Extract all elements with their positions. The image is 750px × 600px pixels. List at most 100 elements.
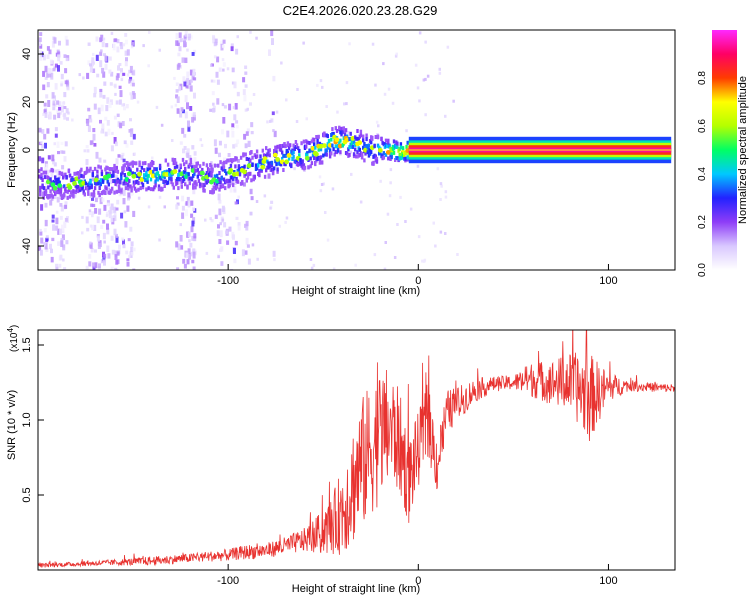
spectrogram-ridge-cell bbox=[211, 167, 214, 172]
spectrogram-noise-cell bbox=[114, 233, 118, 239]
spectrogram-ridge-cell bbox=[265, 146, 268, 151]
spectrogram-noise-cell bbox=[210, 79, 214, 83]
spectrogram-ridge-cell bbox=[197, 170, 201, 175]
spectrogram-ridge-cell bbox=[239, 181, 243, 186]
spectrogram-noise-cell bbox=[211, 91, 215, 96]
spectrogram-noise-cell bbox=[130, 45, 134, 49]
spectrogram-ridge-cell bbox=[105, 186, 108, 191]
spectrogram-ridge-cell bbox=[325, 152, 328, 157]
spectrogram-noise-cell bbox=[63, 221, 67, 229]
spectrogram-ridge-cell bbox=[143, 168, 146, 173]
spectrogram-ridge-cell bbox=[156, 177, 160, 182]
spectrogram-ridge-cell bbox=[68, 173, 72, 178]
spectrogram-ridge-cell bbox=[185, 160, 188, 165]
spectrogram-noise-cell bbox=[266, 120, 269, 124]
spectrogram-ridge-cell bbox=[51, 168, 55, 173]
spectrogram-ridge-cell bbox=[163, 184, 166, 188]
spectrogram-ridge-cell bbox=[90, 192, 93, 197]
spectrogram-ridge-cell bbox=[317, 134, 320, 139]
spectrogram-noise-cell bbox=[249, 188, 253, 195]
snr-y-tick-label: 1.5 bbox=[21, 337, 33, 352]
spectrogram-noise-cell bbox=[179, 223, 182, 227]
spectrogram-noise-cell bbox=[192, 114, 196, 121]
spectrogram-noise-cell bbox=[88, 254, 92, 259]
spectrogram-noise-cell bbox=[217, 255, 220, 259]
spectrogram-noise-cell bbox=[348, 42, 351, 46]
spectrogram-noise-cell bbox=[119, 122, 123, 129]
spectrogram-ridge-cell bbox=[126, 171, 132, 177]
spectrogram-noise-cell bbox=[218, 140, 222, 146]
spectrogram-ridge-cell bbox=[219, 160, 222, 165]
spectrogram-ridge-cell bbox=[203, 183, 206, 187]
spectrogram-noise-cell bbox=[245, 131, 249, 136]
spectrogram-noise-cell bbox=[170, 105, 174, 109]
spectrogram-ridge-cell bbox=[72, 181, 77, 186]
spectrogram-ridge-cell bbox=[319, 155, 323, 160]
spectrogram-noise-cell bbox=[88, 115, 92, 120]
spectrogram-noise-cell bbox=[43, 102, 47, 107]
spectrogram-ridge-cell bbox=[255, 154, 259, 159]
spectrogram-noise-cell bbox=[188, 253, 191, 260]
spectrogram-noise-cell bbox=[383, 267, 387, 270]
spectrogram-ridge-cell bbox=[282, 153, 285, 158]
spectrogram-noise-cell bbox=[44, 65, 48, 73]
spectrogram-ridge-cell bbox=[294, 140, 298, 144]
spectrogram-ridge-cell bbox=[300, 141, 303, 146]
spectrogram-noise-cell bbox=[115, 207, 119, 211]
spectrogram-noise-cell bbox=[187, 231, 191, 238]
spectrogram-ridge-cell bbox=[265, 168, 268, 173]
spectrogram-noise-cell bbox=[456, 253, 459, 256]
spectrogram-ridge-cell bbox=[127, 186, 130, 191]
spectrogram-noise-cell bbox=[122, 72, 126, 76]
spectrogram-noise-cell bbox=[51, 92, 55, 99]
spectrogram-ridge-cell bbox=[268, 165, 271, 170]
spectrogram-ridge-cell bbox=[250, 150, 253, 155]
spectrogram-noise-cell bbox=[233, 186, 237, 192]
spectrogram-noise-cell bbox=[399, 195, 402, 199]
spectrogram-noise-cell bbox=[39, 50, 42, 54]
spectrogram-noise-cell bbox=[100, 104, 104, 112]
spectrogram-noise-cell bbox=[179, 141, 183, 145]
spectrogram-ridge-cell bbox=[338, 125, 341, 130]
spectrogram-noise-cell bbox=[99, 91, 103, 98]
spectrogram-noise-cell bbox=[373, 253, 377, 257]
spectrogram-noise-cell bbox=[102, 219, 106, 224]
spectrogram-noise-cell bbox=[209, 108, 213, 112]
spectrogram-noise-cell bbox=[175, 33, 179, 40]
spectrogram-ridge-cell bbox=[128, 179, 131, 183]
spectrogram-ridge-cell bbox=[113, 190, 116, 195]
spectrogram-noise-cell bbox=[108, 69, 112, 74]
spectrogram-ridge-cell bbox=[314, 162, 317, 167]
spectrogram-ridge-cell bbox=[141, 161, 145, 166]
spectrogram-noise-cell bbox=[105, 105, 109, 112]
spectrogram-ridge-cell bbox=[358, 147, 361, 152]
spectrogram-noise-cell bbox=[71, 86, 75, 90]
spectrogram-noise-cell bbox=[102, 232, 106, 240]
spectrogram-ridge-cell bbox=[246, 163, 252, 169]
spectrogram-noise-cell bbox=[114, 141, 118, 147]
spectrogram-noise-cell bbox=[88, 212, 92, 216]
spectrogram-ridge-cell bbox=[357, 136, 360, 141]
spectrogram-noise-cell bbox=[295, 120, 299, 123]
spectrogram-noise-cell bbox=[246, 107, 249, 111]
spectrogram-ridge-cell bbox=[59, 186, 63, 191]
spectrogram-ridge-cell bbox=[323, 131, 326, 136]
spectrogram-ridge-cell bbox=[313, 142, 316, 147]
spectrogram-noise-cell bbox=[38, 42, 41, 45]
spectrogram-ridge-cell bbox=[202, 161, 205, 166]
spectrogram-noise-cell bbox=[107, 128, 111, 136]
spectrogram-noise-cell bbox=[181, 57, 185, 63]
spectrogram-noise-cell bbox=[249, 102, 252, 106]
spectrogram-ridge-cell bbox=[58, 170, 61, 175]
spectrogram-ridge-cell bbox=[140, 165, 144, 170]
spectrogram-noise-cell bbox=[43, 109, 47, 115]
spectrogram-noise-cell bbox=[210, 161, 213, 165]
spectrogram-ridge-cell bbox=[117, 189, 121, 194]
spectrogram-ridge-cell bbox=[60, 171, 64, 176]
spectrogram-ridge-cell bbox=[363, 142, 366, 146]
spectrogram-ridge-cell bbox=[292, 154, 295, 159]
spectrogram-noise-cell bbox=[43, 242, 47, 247]
spectrogram-noise-cell bbox=[120, 212, 124, 219]
spectrogram-noise-cell bbox=[309, 258, 313, 261]
spectrogram-ridge-cell bbox=[39, 192, 42, 197]
